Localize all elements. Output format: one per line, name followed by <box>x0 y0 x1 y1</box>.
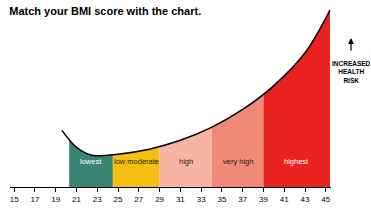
svg-text:25: 25 <box>114 195 123 204</box>
svg-text:35: 35 <box>217 195 226 204</box>
svg-text:37: 37 <box>238 195 247 204</box>
svg-text:41: 41 <box>280 195 289 204</box>
svg-text:29: 29 <box>155 195 164 204</box>
svg-text:45: 45 <box>321 195 330 204</box>
svg-text:INCREASEDHEALTHRISK: INCREASEDHEALTHRISK <box>332 60 371 84</box>
svg-text:15: 15 <box>10 195 19 204</box>
svg-text:highest: highest <box>284 157 309 166</box>
svg-text:31: 31 <box>176 195 185 204</box>
svg-text:high: high <box>179 157 193 166</box>
svg-text:43: 43 <box>301 195 310 204</box>
svg-text:39: 39 <box>259 195 268 204</box>
svg-text:21: 21 <box>72 195 81 204</box>
svg-text:17: 17 <box>30 195 39 204</box>
svg-text:33: 33 <box>197 195 206 204</box>
svg-text:27: 27 <box>134 195 143 204</box>
svg-text:lowest: lowest <box>80 157 102 166</box>
svg-text:low moderate: low moderate <box>114 157 159 166</box>
svg-text:23: 23 <box>93 195 102 204</box>
svg-text:Match your BMI score with the: Match your BMI score with the chart. <box>9 5 201 17</box>
svg-text:very high: very high <box>223 157 253 166</box>
svg-text:19: 19 <box>51 195 60 204</box>
